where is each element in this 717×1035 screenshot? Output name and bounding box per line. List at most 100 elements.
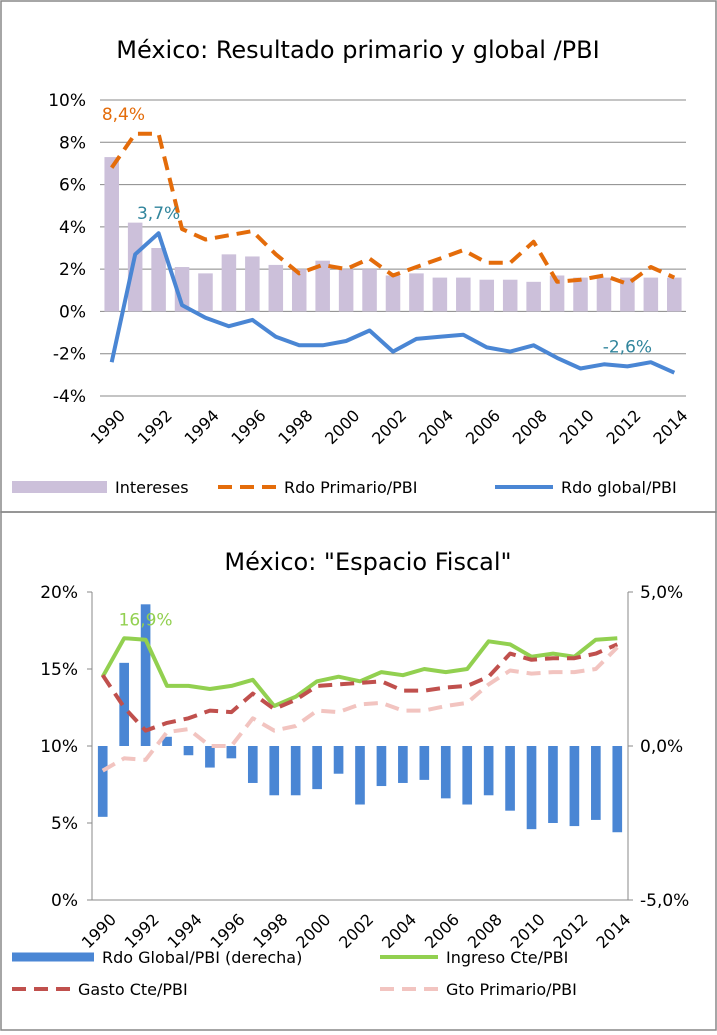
bar: [398, 746, 408, 783]
legend-label: Rdo Global/PBI (derecha): [102, 948, 302, 967]
y-tick-label: 10%: [48, 91, 86, 111]
y-tick-label: -2%: [53, 345, 86, 365]
bar: [104, 157, 119, 312]
bar: [226, 746, 237, 759]
legend-label: Rdo global/PBI: [561, 478, 677, 497]
bar: [456, 277, 471, 312]
x-tick-label: 2002: [335, 910, 377, 952]
legend-swatch: [12, 952, 94, 962]
bar: [440, 746, 451, 799]
legend-label: Gto Primario/PBI: [446, 980, 577, 999]
x-tick-label: 2012: [602, 406, 644, 448]
legend-label: Intereses: [115, 478, 189, 497]
y-tick-label: 4%: [59, 218, 86, 238]
y2-tick-label: 5,0%: [640, 583, 683, 603]
bar: [245, 256, 260, 312]
y-tick-label: 0%: [51, 891, 78, 911]
y-tick-label: 8%: [59, 133, 86, 153]
bar: [269, 746, 280, 796]
x-tick-label: 1992: [134, 406, 176, 448]
bar: [355, 746, 365, 805]
x-tick-label: 1996: [227, 406, 269, 448]
x-tick-label: 2006: [462, 406, 504, 448]
bar: [385, 275, 401, 312]
value-label: 8,4%: [102, 105, 145, 125]
x-tick-label: 1990: [87, 406, 129, 448]
y-tick-label: 6%: [59, 176, 86, 196]
bar: [409, 273, 424, 312]
x-tick-label: 2010: [507, 910, 549, 952]
x-tick-label: 1998: [274, 406, 316, 448]
bar: [667, 277, 682, 312]
bar: [526, 746, 537, 830]
bar: [462, 746, 473, 805]
x-tick-label: 2012: [549, 910, 591, 952]
y-tick-label: 2%: [59, 260, 86, 280]
bar: [505, 746, 515, 811]
bar: [483, 746, 494, 796]
bar: [479, 279, 495, 312]
x-tick-label: 1994: [181, 406, 223, 448]
line-series: [101, 645, 619, 773]
bar: [312, 746, 322, 790]
x-tick-label: 2002: [368, 406, 410, 448]
x-tick-label: 2008: [509, 406, 551, 448]
bar: [151, 248, 166, 312]
bar: [338, 269, 354, 312]
bar: [643, 277, 659, 312]
y-tick-label: -4%: [53, 387, 86, 407]
bar: [526, 281, 541, 312]
line-series: [109, 231, 676, 375]
bar: [591, 746, 601, 820]
x-tick-label: 2004: [415, 406, 457, 448]
bar: [376, 746, 387, 787]
bar: [119, 662, 129, 746]
y2-tick-label: -5,0%: [640, 891, 689, 911]
bar: [596, 277, 612, 312]
y-tick-label: 20%: [40, 583, 78, 603]
x-tick-label: 2014: [592, 910, 634, 952]
value-label: 16,9%: [119, 611, 173, 631]
line-series: [100, 636, 618, 708]
bar: [432, 277, 448, 312]
x-tick-label: 2000: [321, 406, 363, 448]
x-tick-label: 2014: [649, 406, 691, 448]
bar: [549, 275, 565, 312]
bar: [221, 254, 237, 312]
bar: [247, 746, 258, 783]
chart-title: México: Resultado primario y global /PBI: [116, 36, 599, 64]
bar: [569, 746, 580, 827]
bar: [612, 746, 623, 833]
legend-label: Ingreso Cte/PBI: [446, 948, 568, 967]
bar: [140, 604, 151, 746]
x-tick-label: 2006: [421, 910, 463, 952]
x-tick-label: 2010: [556, 406, 598, 448]
y-tick-label: 10%: [40, 737, 78, 757]
bar: [502, 279, 518, 312]
chart-title: México: "Espacio Fiscal": [224, 548, 511, 576]
x-tick-label: 2004: [378, 910, 420, 952]
y-tick-label: 0%: [59, 302, 86, 322]
line-series: [110, 131, 676, 286]
x-tick-label: 2008: [464, 910, 506, 952]
y-tick-label: 5%: [51, 814, 78, 834]
bar: [548, 746, 558, 823]
bar: [573, 277, 588, 312]
bar: [268, 264, 284, 312]
bar: [183, 746, 194, 756]
bar: [333, 746, 344, 774]
bar: [291, 269, 307, 312]
bar: [162, 736, 172, 746]
y-tick-label: 15%: [40, 660, 78, 680]
value-label: -2,6%: [603, 337, 652, 357]
bar: [205, 746, 215, 768]
bar: [620, 277, 635, 312]
x-tick-label: 1992: [121, 910, 163, 952]
bar: [419, 746, 430, 780]
legend-label: Gasto Cte/PBI: [78, 980, 188, 999]
bar: [362, 269, 377, 312]
legend-label: Rdo Primario/PBI: [284, 478, 417, 497]
x-tick-label: 1996: [206, 910, 248, 952]
value-label: 3,7%: [137, 204, 180, 224]
